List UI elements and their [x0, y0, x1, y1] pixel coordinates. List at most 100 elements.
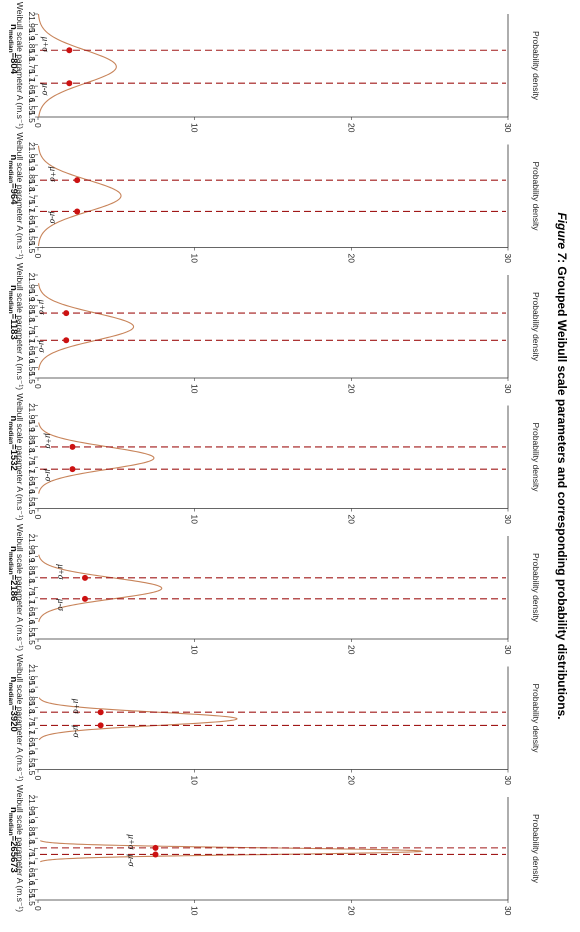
- scale-tick-label: 1.9: [27, 551, 37, 563]
- scale-axis-label: Weibull scale parameter A (m.s⁻¹): [15, 524, 25, 651]
- scale-tick-label: 1.75: [27, 710, 37, 727]
- scale-tick-label: 1.55: [27, 359, 37, 376]
- mu-minus-sigma-label: μ-σ: [40, 82, 50, 96]
- scale-tick-label: 1.9: [27, 29, 37, 41]
- scale-axis-label: Weibull scale parameter A (m.s⁻¹): [15, 2, 25, 129]
- scale-tick-label: 1.6: [27, 482, 37, 494]
- panel-4: 21.951.91.851.81.751.71.651.61.551.50 10 2…: [8, 393, 542, 524]
- panels-group: 21.951.91.851.81.751.71.651.61.551.50 10 2…: [8, 2, 542, 916]
- scale-tick-label: 1.85: [27, 559, 37, 576]
- mu-minus-sigma-marker: [97, 722, 104, 729]
- scale-tick-label: 1.8: [27, 441, 37, 453]
- scale-axis-label: Weibull scale parameter A (m.s⁻¹): [15, 132, 25, 259]
- density-tick-label: 10: [190, 776, 200, 786]
- scale-tick-label: 2: [27, 795, 37, 800]
- scale-tick-label: 1.6: [27, 743, 37, 755]
- scale-tick-label: 1.75: [27, 579, 37, 596]
- caption-prefix: Figure 7: [555, 212, 569, 260]
- scale-tick-label: 1.55: [27, 490, 37, 507]
- scale-tick-label: 2: [27, 664, 37, 669]
- scale-tick-label: 1.75: [27, 57, 37, 74]
- density-tick-label: 30: [503, 123, 513, 133]
- scale-tick-label: 2: [27, 12, 37, 17]
- density-axis-label: Probability density: [531, 553, 541, 623]
- mu-minus-sigma-label: μ-σ: [48, 210, 58, 224]
- panel-3: 21.951.91.851.81.751.71.651.61.551.50 10 2…: [8, 263, 542, 394]
- density-curve: [40, 840, 424, 863]
- scale-tick-label: 1.7: [27, 331, 37, 343]
- scale-tick-label: 1.85: [27, 167, 37, 184]
- scale-tick-label: 1.9: [27, 290, 37, 302]
- mu-plus-sigma-marker: [82, 574, 88, 581]
- density-axis-label: Probability density: [531, 684, 541, 754]
- scale-tick-label: 1.6: [27, 612, 37, 624]
- panel-1: 21.951.91.851.81.751.71.651.61.551.50 10 2…: [8, 2, 542, 133]
- scale-axis-label: Weibull scale parameter A (m.s⁻¹): [15, 393, 25, 520]
- density-tick-label: 30: [503, 776, 513, 786]
- scale-tick-label: 1.7: [27, 722, 37, 734]
- density-tick-label: 0: [33, 123, 43, 128]
- mu-minus-sigma-marker: [74, 208, 81, 215]
- density-tick-label: 30: [503, 254, 513, 264]
- density-curve: [38, 697, 238, 741]
- panel-7: 21.951.91.851.81.751.71.651.61.551.50 10 2…: [8, 785, 542, 916]
- panel-2: 21.951.91.851.81.751.71.651.61.551.50 10 2…: [8, 132, 542, 263]
- scale-tick-label: 1.85: [27, 820, 37, 837]
- scale-tick-label: 1.75: [27, 188, 37, 205]
- mu-plus-sigma-label: μ+σ: [56, 563, 66, 580]
- scale-tick-label: 1.75: [27, 318, 37, 335]
- scale-tick-label: 1.95: [27, 669, 37, 686]
- density-tick-label: 20: [346, 384, 356, 394]
- scale-tick-label: 1.75: [27, 840, 37, 857]
- scale-tick-label: 1.8: [27, 702, 37, 714]
- scale-tick-label: 1.95: [27, 16, 37, 33]
- mu-plus-sigma-label: μ+σ: [43, 432, 53, 449]
- density-tick-label: 30: [503, 645, 513, 655]
- density-tick-label: 0: [33, 906, 43, 911]
- scale-tick-label: 1.85: [27, 689, 37, 706]
- density-curve: [38, 422, 155, 494]
- mu-plus-sigma-marker: [66, 47, 73, 54]
- density-tick-label: 10: [190, 384, 200, 394]
- scale-tick-label: 1.7: [27, 592, 37, 604]
- scale-axis-label: Weibull scale parameter A (m.s⁻¹): [15, 654, 25, 781]
- scale-tick-label: 1.7: [27, 200, 37, 212]
- mu-plus-sigma-marker: [63, 310, 70, 317]
- mu-minus-sigma-label: μ-σ: [72, 724, 82, 738]
- mu-minus-sigma-label: μ-σ: [43, 468, 53, 482]
- scale-tick-label: 1.75: [27, 449, 37, 466]
- density-tick-label: 0: [33, 776, 43, 781]
- scale-tick-label: 1.65: [27, 861, 37, 878]
- scale-tick-label: 1.95: [27, 277, 37, 294]
- scale-tick-label: 1.65: [27, 600, 37, 617]
- density-tick-label: 10: [190, 123, 200, 133]
- scale-tick-label: 1.5: [27, 242, 37, 254]
- density-curve: [37, 145, 122, 246]
- density-axis-label: Probability density: [531, 423, 541, 493]
- scale-tick-label: 1.5: [27, 633, 37, 645]
- scale-tick-label: 1.7: [27, 461, 37, 473]
- scale-tick-label: 1.8: [27, 180, 37, 192]
- panel-5: 21.951.91.851.81.751.71.651.61.551.50 10 2…: [8, 524, 542, 655]
- n-median-label: nmedian=265673: [8, 807, 20, 873]
- density-axis-label: Probability density: [531, 814, 541, 884]
- scale-tick-label: 2: [27, 142, 37, 147]
- scale-tick-label: 1.6: [27, 351, 37, 363]
- density-curve: [38, 554, 163, 623]
- scale-tick-label: 1.95: [27, 799, 37, 816]
- scale-tick-label: 1.55: [27, 620, 37, 637]
- density-axis-label: Probability density: [531, 31, 541, 101]
- figure-caption: Figure 7: Grouped Weibull scale paramete…: [555, 212, 569, 719]
- mu-minus-sigma-marker: [152, 851, 159, 858]
- scale-tick-label: 1.5: [27, 764, 37, 776]
- scale-tick-label: 2: [27, 403, 37, 408]
- panel-6: 21.951.91.851.81.751.71.651.61.551.50 10 2…: [8, 654, 542, 785]
- scale-axis-label: Weibull scale parameter A (m.s⁻¹): [15, 785, 25, 912]
- scale-tick-label: 2: [27, 273, 37, 278]
- mu-plus-sigma-label: μ+σ: [37, 299, 47, 316]
- mu-minus-sigma-marker: [82, 595, 88, 602]
- n-median-label: nmedian=3920: [8, 677, 20, 732]
- mu-plus-sigma-label: μ+σ: [40, 36, 50, 53]
- density-tick-label: 10: [190, 254, 200, 264]
- density-tick-label: 20: [346, 776, 356, 786]
